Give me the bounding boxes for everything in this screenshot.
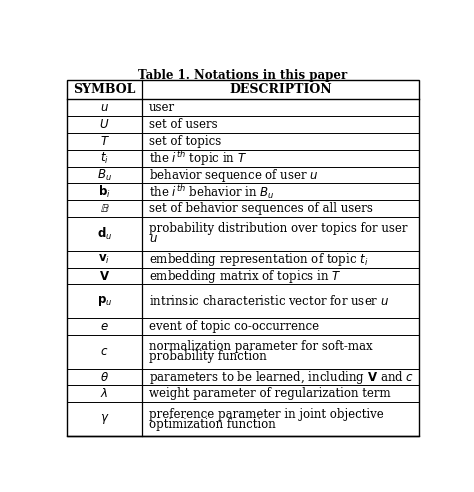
Text: DESCRIPTION: DESCRIPTION xyxy=(229,83,332,96)
Text: probability function: probability function xyxy=(149,350,267,363)
Text: probability distribution over topics for user: probability distribution over topics for… xyxy=(149,222,408,236)
Text: parameters to be learned, including $\mathbf{V}$ and $c$: parameters to be learned, including $\ma… xyxy=(149,369,414,386)
Text: $\mathbf{b}_i$: $\mathbf{b}_i$ xyxy=(98,184,111,200)
Text: normalization parameter for soft-max: normalization parameter for soft-max xyxy=(149,340,373,353)
Text: $\mathbf{V}$: $\mathbf{V}$ xyxy=(99,270,110,282)
Text: user: user xyxy=(149,101,175,114)
Text: set of behavior sequences of all users: set of behavior sequences of all users xyxy=(149,202,373,215)
Text: the $i^{th}$ topic in $T$: the $i^{th}$ topic in $T$ xyxy=(149,149,247,168)
Text: $c$: $c$ xyxy=(100,345,109,358)
Text: embedding representation of topic $t_i$: embedding representation of topic $t_i$ xyxy=(149,251,368,268)
Text: $\theta$: $\theta$ xyxy=(100,370,109,384)
Text: $t_i$: $t_i$ xyxy=(100,151,109,166)
Text: preference parameter in joint objective: preference parameter in joint objective xyxy=(149,408,384,421)
Text: $\mathbf{v}_i$: $\mathbf{v}_i$ xyxy=(99,253,110,266)
Text: weight parameter of regularization term: weight parameter of regularization term xyxy=(149,387,391,400)
Text: $e$: $e$ xyxy=(100,320,109,333)
Text: $\mathbf{d}_u$: $\mathbf{d}_u$ xyxy=(97,226,112,242)
Text: SYMBOL: SYMBOL xyxy=(73,83,136,96)
Text: $T$: $T$ xyxy=(100,135,109,148)
Text: embedding matrix of topics in $T$: embedding matrix of topics in $T$ xyxy=(149,268,341,284)
Text: $u$: $u$ xyxy=(100,101,109,114)
Text: $\mathbb{B}$: $\mathbb{B}$ xyxy=(100,202,109,215)
Text: event of topic co-occurrence: event of topic co-occurrence xyxy=(149,320,319,333)
Text: $\gamma$: $\gamma$ xyxy=(100,412,109,426)
Text: intrinsic characteristic vector for user $u$: intrinsic characteristic vector for user… xyxy=(149,294,389,308)
Text: optimization function: optimization function xyxy=(149,418,276,430)
Text: set of topics: set of topics xyxy=(149,135,221,148)
Text: $\lambda$: $\lambda$ xyxy=(100,387,109,400)
Text: behavior sequence of user $u$: behavior sequence of user $u$ xyxy=(149,166,319,184)
Text: set of users: set of users xyxy=(149,118,218,131)
Text: $u$: $u$ xyxy=(149,232,158,246)
Text: the $i^{th}$ behavior in $B_u$: the $i^{th}$ behavior in $B_u$ xyxy=(149,183,274,201)
Text: Table 1. Notations in this paper: Table 1. Notations in this paper xyxy=(138,68,347,82)
Text: $U$: $U$ xyxy=(100,118,109,131)
Text: $B_u$: $B_u$ xyxy=(97,167,112,183)
Text: $\mathbf{p}_u$: $\mathbf{p}_u$ xyxy=(97,294,112,308)
